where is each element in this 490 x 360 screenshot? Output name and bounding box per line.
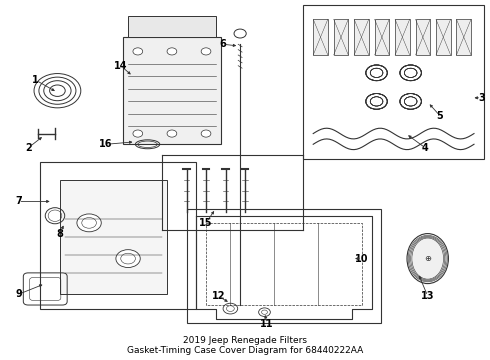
Text: 2019 Jeep Renegade Filters
Gasket-Timing Case Cover Diagram for 68440222AA: 2019 Jeep Renegade Filters Gasket-Timing… <box>127 336 363 355</box>
Circle shape <box>77 214 101 232</box>
Text: 4: 4 <box>422 143 429 153</box>
Bar <box>128 16 216 37</box>
Circle shape <box>133 48 143 55</box>
Circle shape <box>167 48 177 55</box>
Circle shape <box>116 249 140 267</box>
Bar <box>60 180 167 294</box>
Text: 8: 8 <box>56 229 63 239</box>
Bar <box>123 37 220 144</box>
Circle shape <box>201 130 211 137</box>
Text: 11: 11 <box>260 319 274 329</box>
Circle shape <box>133 130 143 137</box>
Text: 9: 9 <box>15 289 22 299</box>
Text: 12: 12 <box>212 291 225 301</box>
Text: 16: 16 <box>99 139 113 149</box>
Text: 6: 6 <box>220 39 226 49</box>
Circle shape <box>201 48 211 55</box>
Bar <box>457 19 471 55</box>
Bar <box>436 19 451 55</box>
Bar <box>313 19 328 55</box>
Circle shape <box>262 310 268 314</box>
Text: 10: 10 <box>355 253 368 264</box>
Text: 13: 13 <box>421 291 435 301</box>
Bar <box>187 208 381 323</box>
Bar <box>354 19 369 55</box>
Circle shape <box>82 217 97 228</box>
Text: 15: 15 <box>199 218 213 228</box>
Circle shape <box>259 308 270 316</box>
Text: 5: 5 <box>437 111 443 121</box>
Text: 14: 14 <box>114 61 127 71</box>
Text: 1: 1 <box>32 75 39 85</box>
Text: 3: 3 <box>478 93 485 103</box>
Bar <box>374 19 389 55</box>
Bar <box>40 162 196 309</box>
Circle shape <box>121 253 135 264</box>
Ellipse shape <box>407 234 448 284</box>
Circle shape <box>223 303 238 314</box>
Text: 2: 2 <box>25 143 31 153</box>
Text: ⊕: ⊕ <box>424 254 431 263</box>
Bar <box>303 5 484 158</box>
Text: 7: 7 <box>15 197 22 206</box>
Bar <box>395 19 410 55</box>
Circle shape <box>167 130 177 137</box>
Bar <box>334 19 348 55</box>
Bar <box>416 19 430 55</box>
Circle shape <box>226 306 234 311</box>
